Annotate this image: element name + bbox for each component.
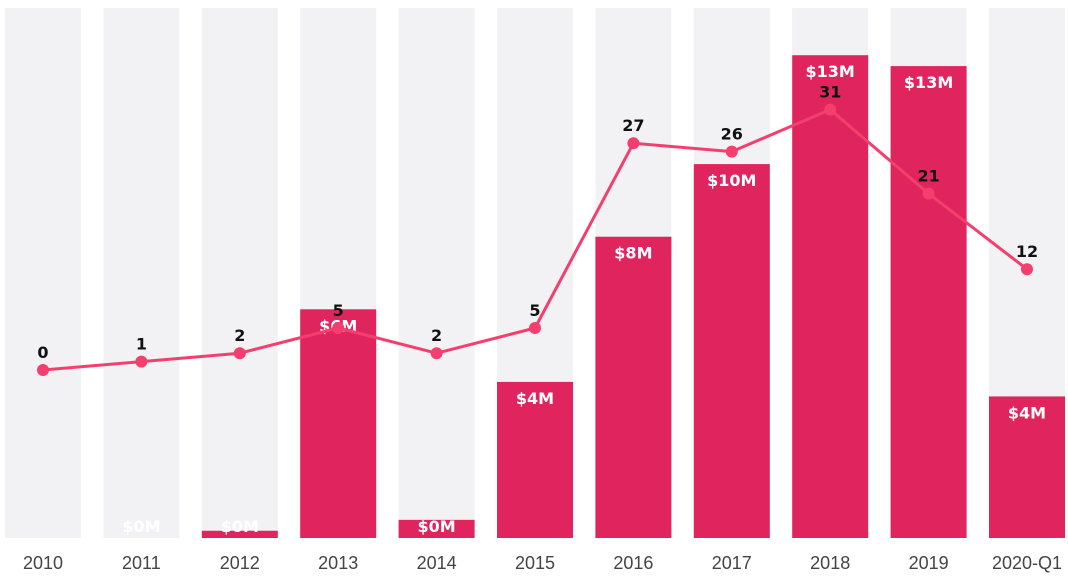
- count-point: [233, 347, 246, 360]
- count-point: [332, 322, 345, 334]
- bar-2018: [792, 55, 869, 539]
- bar-2016: [595, 236, 672, 538]
- x-tick-label: 2017: [712, 553, 752, 573]
- count-value-label: 21: [917, 167, 939, 186]
- count-point: [824, 103, 837, 116]
- count-value-label: 5: [529, 301, 540, 320]
- background-column: [398, 8, 475, 538]
- bar-value-label: $0M: [418, 517, 456, 536]
- background-column: [201, 8, 278, 538]
- count-value-label: 27: [622, 116, 644, 135]
- background-column: [5, 8, 81, 538]
- count-value-label: 12: [1016, 242, 1038, 261]
- count-point: [922, 187, 935, 200]
- x-tick-label: 2016: [613, 553, 653, 573]
- count-value-label: 5: [333, 301, 344, 320]
- bar-2017: [693, 164, 770, 539]
- bar-value-label: $4M: [1008, 403, 1046, 422]
- bar-value-label: $10M: [707, 171, 756, 190]
- x-tick-label: 2018: [810, 553, 850, 573]
- bars: [201, 55, 1065, 539]
- count-value-label: 26: [721, 125, 743, 144]
- bar-2015: [497, 381, 573, 538]
- bar-2020-Q1: [989, 396, 1065, 538]
- x-tick-label: 2020-Q1: [992, 553, 1062, 573]
- bar-value-label: $8M: [614, 244, 652, 263]
- bar-2019: [890, 66, 967, 538]
- count-points: [37, 103, 1033, 376]
- background-column: [103, 8, 180, 538]
- count-point: [430, 347, 443, 360]
- x-tick-label: 2011: [122, 553, 161, 573]
- x-tick-label: 2014: [417, 553, 457, 573]
- count-point: [627, 137, 640, 150]
- bar-2012: [201, 530, 278, 538]
- count-point: [135, 355, 148, 368]
- bar-2013: [300, 309, 377, 538]
- count-point: [529, 322, 541, 334]
- x-axis-ticks: 2010 2011 2012 2013 2014 2015 2016 2017 2018 2019…: [23, 553, 1062, 573]
- bar-value-label: $0M: [221, 517, 259, 536]
- count-point: [37, 364, 49, 376]
- bar-value-label: $13M: [806, 62, 855, 81]
- count-value-label: 0: [37, 343, 48, 362]
- bar-value-label: $13M: [904, 73, 953, 92]
- bar-2014: [398, 519, 475, 538]
- x-tick-label: 2012: [220, 553, 260, 573]
- bar-value-label: $4M: [516, 389, 554, 408]
- count-value-label: 31: [819, 83, 841, 102]
- count-value-label: 2: [431, 326, 442, 345]
- x-tick-label: 2019: [909, 553, 949, 573]
- count-point: [1021, 263, 1033, 276]
- count-point: [725, 145, 738, 158]
- x-tick-label: 2015: [515, 553, 555, 573]
- count-value-label: 2: [234, 326, 245, 345]
- bar-value-label: $0M: [122, 517, 160, 536]
- x-tick-label: 2010: [23, 553, 63, 573]
- count-value-label: 1: [136, 335, 147, 354]
- x-tick-label: 2013: [318, 553, 358, 573]
